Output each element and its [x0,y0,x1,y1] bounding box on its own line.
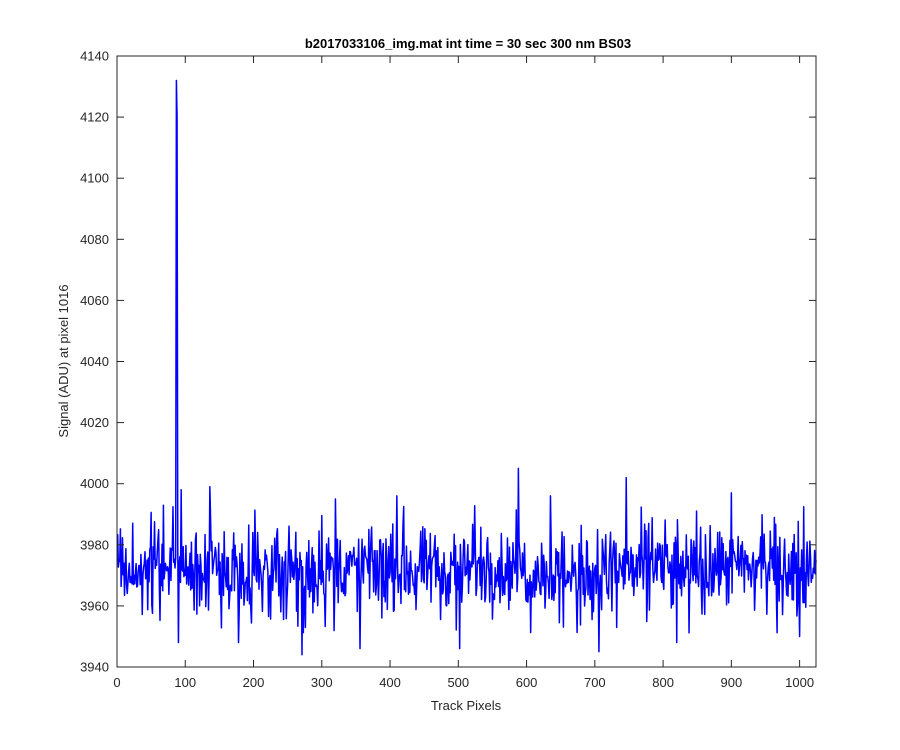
x-tick-label: 100 [174,675,196,690]
y-ticks: 3940 3960 3980 4000 4020 4040 4060 4080 4100 4120… [80,49,816,675]
y-tick-label: 4140 [80,49,109,64]
y-tick-label: 3960 [80,598,109,613]
y-tick-label: 3980 [80,537,109,552]
x-tick-label: 200 [243,675,265,690]
x-tick-label: 700 [584,675,606,690]
x-tick-label: 900 [721,675,743,690]
y-tick-label: 4020 [80,415,109,430]
x-tick-label: 600 [516,675,538,690]
x-tick-label: 1000 [785,675,814,690]
x-axis-label: Track Pixels [431,698,502,713]
x-ticks: 0 100 200 300 400 500 600 700 800 900 1000 [113,56,814,690]
y-axis-label: Signal (ADU) at pixel 1016 [56,284,71,437]
x-tick-label: 400 [379,675,401,690]
x-tick-label: 300 [311,675,333,690]
y-tick-label: 4060 [80,293,109,308]
chart-title: b2017033106_img.mat int time = 30 sec 30… [305,36,631,51]
series-group [116,79,817,656]
y-tick-label: 3940 [80,660,109,675]
x-tick-label: 800 [652,675,674,690]
y-tick-label: 4120 [80,110,109,125]
x-tick-label: 500 [447,675,469,690]
y-tick-label: 4080 [80,232,109,247]
x-tick-label: 0 [113,675,120,690]
y-tick-label: 4100 [80,171,109,186]
y-tick-label: 4000 [80,476,109,491]
series-line [116,79,817,656]
y-tick-label: 4040 [80,354,109,369]
